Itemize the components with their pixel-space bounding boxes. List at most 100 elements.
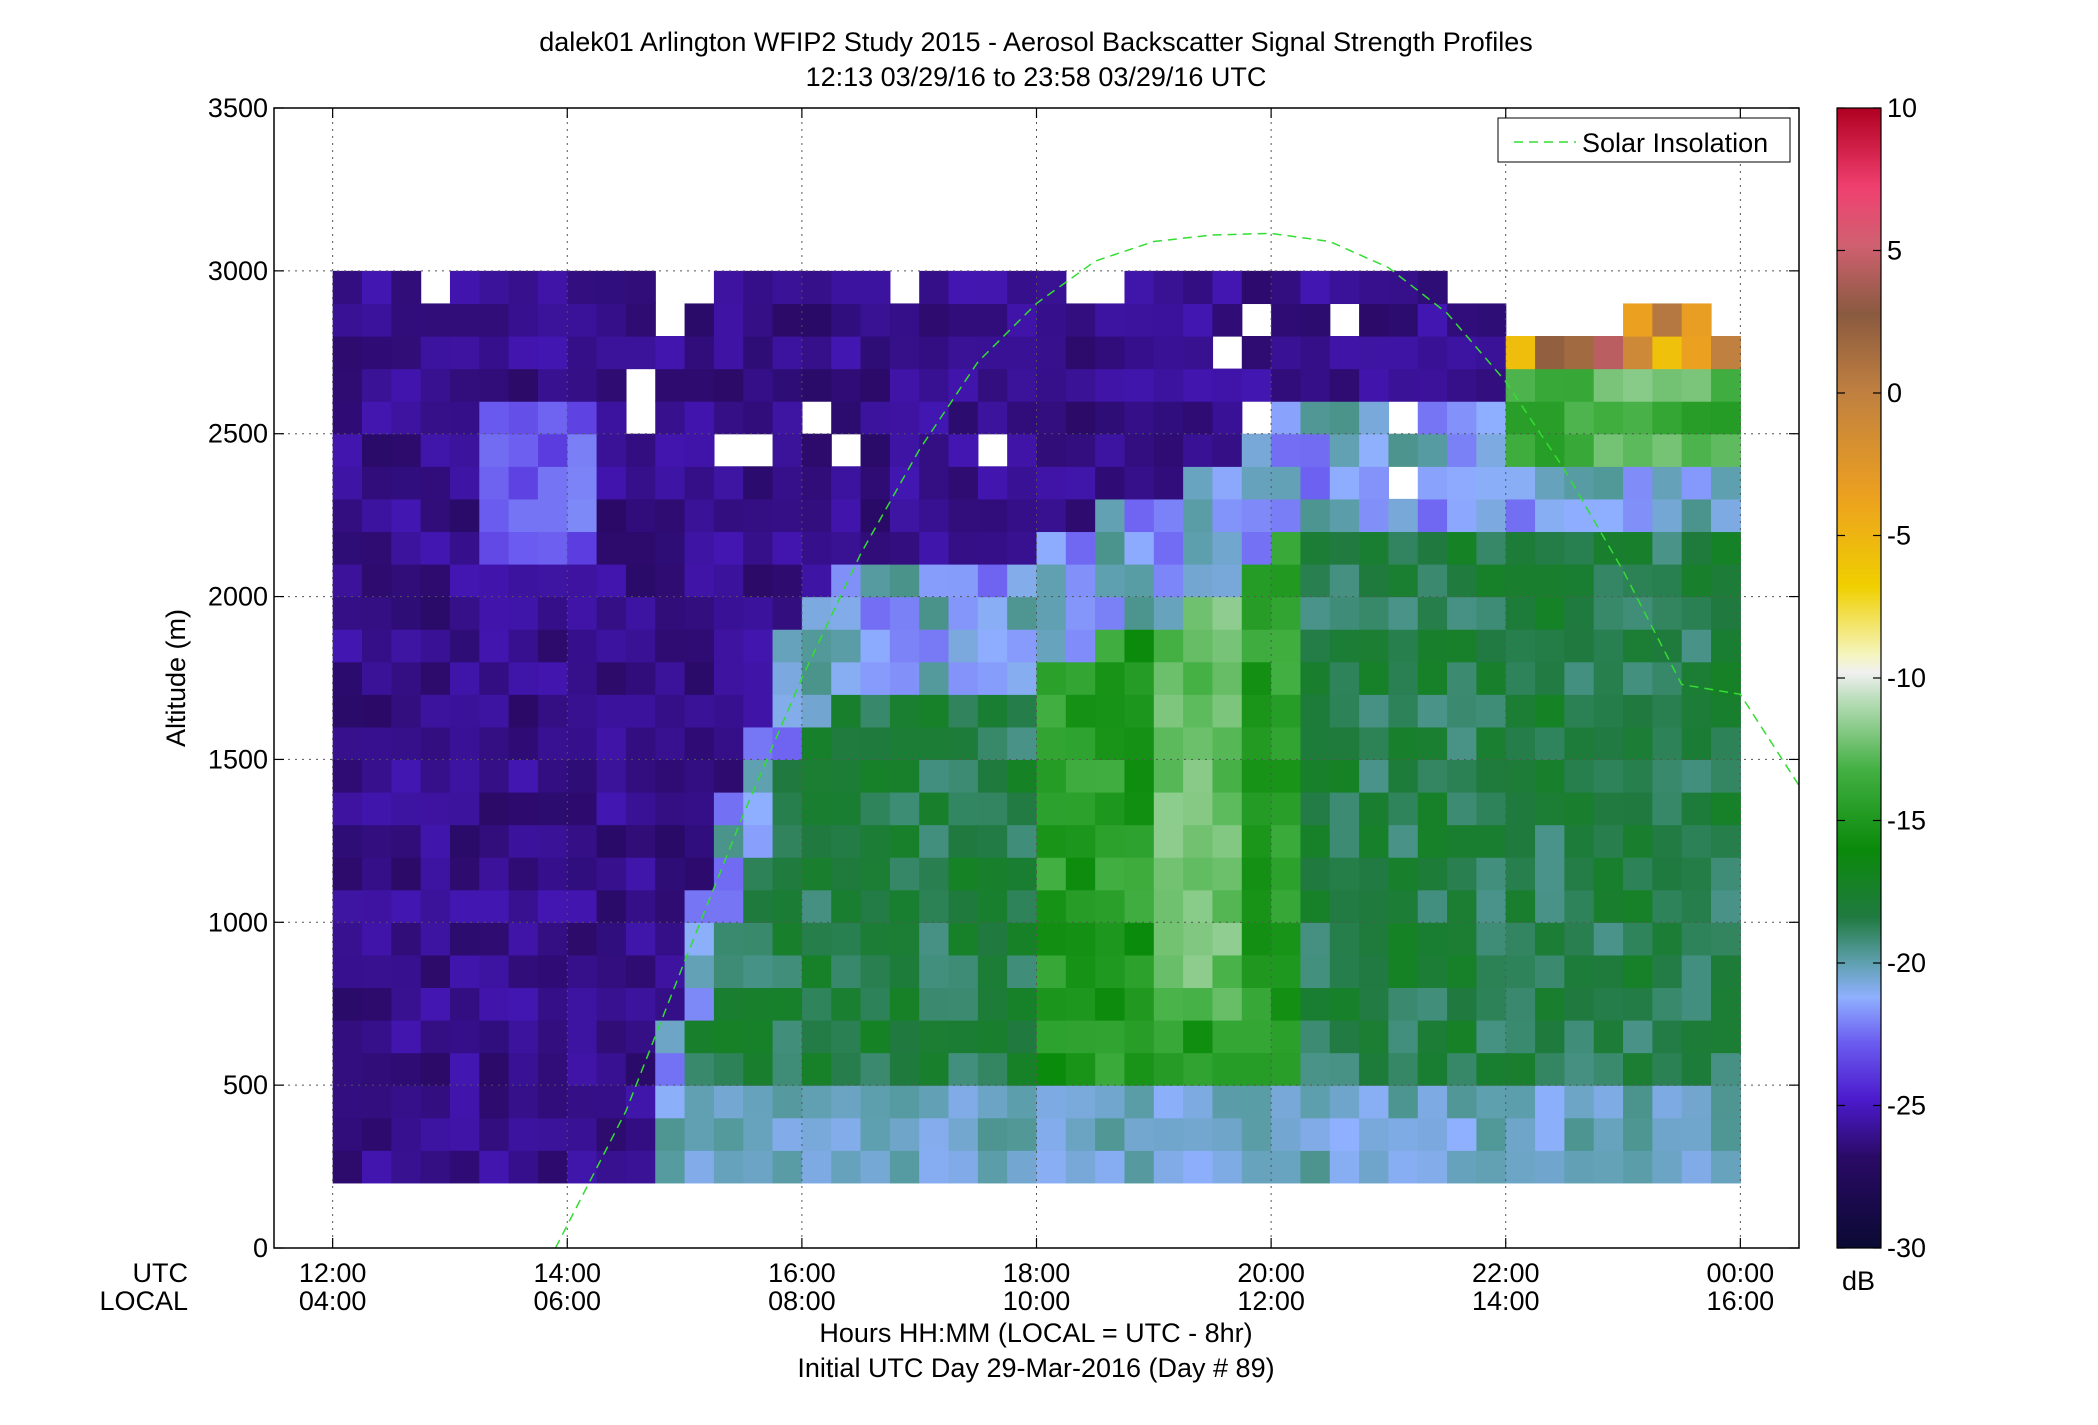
heatmap-cell xyxy=(420,336,451,370)
heatmap-cell xyxy=(948,498,979,533)
heatmap-cell xyxy=(655,792,686,826)
heatmap-cell xyxy=(596,498,627,533)
heatmap-cell xyxy=(1623,1085,1653,1119)
heatmap-cell xyxy=(1095,433,1126,467)
heatmap-cell xyxy=(1623,792,1653,826)
heatmap-cell xyxy=(801,433,832,467)
heatmap-cell xyxy=(1535,1020,1565,1054)
heatmap-cell xyxy=(449,824,480,858)
heatmap-cell xyxy=(1359,629,1390,663)
heatmap-cell xyxy=(596,564,627,598)
heatmap-cell xyxy=(1153,824,1184,858)
heatmap-cell xyxy=(1300,1052,1331,1086)
heatmap-cell xyxy=(625,726,656,761)
heatmap-cell xyxy=(948,694,979,728)
heatmap-cell xyxy=(1300,596,1331,630)
heatmap-cell xyxy=(1212,498,1243,533)
heatmap-cell xyxy=(743,857,774,891)
heatmap-cell xyxy=(1036,661,1067,695)
heatmap-cell xyxy=(1212,629,1243,663)
heatmap-cell xyxy=(1212,531,1243,565)
heatmap-cell xyxy=(948,922,979,956)
heatmap-cell xyxy=(860,1085,891,1119)
heatmap-cell xyxy=(332,1150,363,1184)
heatmap-cell xyxy=(391,498,422,533)
heatmap-cell xyxy=(977,401,1008,435)
heatmap-cell xyxy=(1388,1020,1419,1054)
heatmap-cell xyxy=(1476,596,1507,630)
heatmap-cell xyxy=(801,661,832,695)
heatmap-cell xyxy=(508,824,539,858)
heatmap-cell xyxy=(1623,303,1653,337)
heatmap-cell xyxy=(1681,824,1712,858)
heatmap-cell xyxy=(625,857,656,891)
heatmap-cell xyxy=(1505,759,1536,793)
heatmap-cell xyxy=(1124,857,1155,891)
heatmap-cell xyxy=(860,824,891,858)
heatmap-cell xyxy=(1593,1020,1624,1054)
heatmap-cell xyxy=(625,270,656,305)
heatmap-cell xyxy=(1241,694,1272,728)
heatmap-cell xyxy=(567,954,598,989)
heatmap-cell xyxy=(1447,401,1478,435)
heatmap-cell xyxy=(1036,889,1067,923)
heatmap-cell xyxy=(508,759,539,793)
heatmap-cell xyxy=(332,303,363,337)
x-tick-label-local: 16:00 xyxy=(1707,1286,1775,1316)
heatmap-cell xyxy=(948,368,979,402)
heatmap-cell xyxy=(1329,596,1360,630)
heatmap-cell xyxy=(1564,498,1595,533)
heatmap-cell xyxy=(1183,661,1214,695)
heatmap-cell xyxy=(1505,726,1536,761)
heatmap-cell xyxy=(537,759,568,793)
heatmap-cell xyxy=(1124,1020,1155,1054)
heatmap-cell xyxy=(1153,954,1184,989)
heatmap-cell xyxy=(508,694,539,728)
heatmap-cell xyxy=(1359,857,1390,891)
heatmap-cell xyxy=(889,857,920,891)
heatmap-cell xyxy=(1593,824,1624,858)
heatmap-cell xyxy=(948,857,979,891)
heatmap-cell xyxy=(860,303,891,337)
heatmap-cell xyxy=(1476,629,1507,663)
heatmap-cell xyxy=(860,336,891,370)
heatmap-cell xyxy=(508,1117,539,1151)
heatmap-cell xyxy=(1300,857,1331,891)
heatmap-cell xyxy=(1359,596,1390,630)
heatmap-cell xyxy=(567,1020,598,1054)
heatmap-cell xyxy=(1329,336,1360,370)
heatmap-cell xyxy=(1417,694,1448,728)
heatmap-cell xyxy=(860,759,891,793)
heatmap-cell xyxy=(596,531,627,565)
heatmap-cell xyxy=(361,433,392,467)
heatmap-cell xyxy=(801,954,832,989)
heatmap-cell xyxy=(1505,401,1536,435)
heatmap-cell xyxy=(889,726,920,761)
heatmap-cell xyxy=(1505,824,1536,858)
heatmap-cell xyxy=(1007,1020,1038,1054)
heatmap-cell xyxy=(948,954,979,989)
heatmap-cell xyxy=(1681,401,1712,435)
heatmap-cell xyxy=(1681,336,1712,370)
heatmap-cell xyxy=(977,661,1008,695)
heatmap-cell xyxy=(1652,401,1683,435)
heatmap-cell xyxy=(1359,564,1390,598)
heatmap-cell xyxy=(684,759,715,793)
heatmap-cell xyxy=(1124,629,1155,663)
heatmap-cell xyxy=(361,401,392,435)
heatmap-cell xyxy=(1095,824,1126,858)
heatmap-cell xyxy=(596,270,627,305)
y-axis-label: Altitude (m) xyxy=(161,609,191,747)
heatmap-cell xyxy=(1271,889,1302,923)
heatmap-cell xyxy=(1593,987,1624,1021)
heatmap-cell xyxy=(801,629,832,663)
heatmap-cell xyxy=(1505,954,1536,989)
heatmap-cell xyxy=(1535,792,1565,826)
heatmap-cell xyxy=(391,336,422,370)
colorbar-tick-label: -20 xyxy=(1887,948,1926,978)
heatmap-cell xyxy=(684,857,715,891)
heatmap-cell xyxy=(508,1150,539,1184)
heatmap-cell xyxy=(1241,531,1272,565)
heatmap-cell xyxy=(1007,661,1038,695)
heatmap-cell xyxy=(743,564,774,598)
